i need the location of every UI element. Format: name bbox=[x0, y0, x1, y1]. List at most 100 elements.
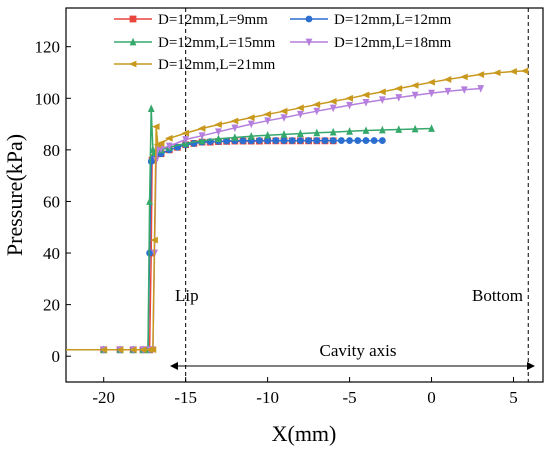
data-point bbox=[345, 94, 353, 102]
data-point bbox=[230, 117, 239, 125]
cavity-axis-arrow bbox=[170, 362, 535, 370]
data-point bbox=[115, 346, 124, 354]
x-tick-label: -20 bbox=[92, 388, 115, 407]
legend-marker bbox=[129, 37, 137, 46]
y-tick-label: 80 bbox=[43, 141, 60, 160]
series-line bbox=[66, 87, 481, 351]
data-point bbox=[247, 131, 255, 140]
data-point bbox=[280, 114, 288, 122]
data-point bbox=[378, 137, 386, 144]
legend-label: D=12mm,L=12mm bbox=[334, 12, 452, 28]
plot-frame bbox=[65, 7, 544, 383]
cavity-axis-arrowhead-right bbox=[527, 362, 535, 370]
data-point bbox=[460, 73, 468, 81]
data-point bbox=[279, 107, 288, 115]
series-line bbox=[66, 140, 334, 351]
axis-ticks: -20 -15 -10 -5 0 5 0 20 40 60 80 100 120 bbox=[35, 38, 518, 407]
data-point bbox=[215, 128, 222, 137]
data-point bbox=[361, 91, 370, 99]
data-point bbox=[509, 68, 517, 75]
data-point bbox=[264, 117, 272, 125]
data-point bbox=[337, 137, 345, 144]
data-point bbox=[321, 137, 329, 144]
annotation-bottom: Bottom bbox=[472, 286, 523, 305]
data-point bbox=[313, 107, 321, 116]
data-point bbox=[297, 137, 304, 144]
data-point bbox=[460, 86, 468, 94]
data-point bbox=[362, 126, 370, 134]
annotation-cavity-axis: Cavity axis bbox=[320, 341, 397, 360]
y-tick-label: 120 bbox=[35, 38, 61, 57]
data-point bbox=[329, 104, 337, 113]
x-axis-title: X(mm) bbox=[272, 421, 337, 446]
data-point bbox=[313, 137, 321, 144]
data-point bbox=[328, 97, 337, 105]
legend-marker bbox=[305, 38, 313, 47]
data-point bbox=[362, 99, 370, 107]
data-point bbox=[148, 346, 157, 354]
data-point bbox=[346, 101, 353, 110]
y-tick-label: 20 bbox=[43, 296, 60, 315]
data-point bbox=[239, 137, 247, 145]
data-point bbox=[296, 104, 304, 112]
data-point bbox=[165, 134, 173, 142]
data-point bbox=[264, 137, 272, 144]
series-line bbox=[66, 70, 526, 351]
data-point bbox=[181, 129, 190, 137]
data-point bbox=[151, 123, 160, 131]
legend-marker bbox=[305, 15, 313, 23]
data-point bbox=[272, 137, 280, 144]
data-point bbox=[214, 121, 222, 128]
data-point bbox=[264, 130, 272, 139]
legend-item: D=12mm,L=12mm bbox=[290, 12, 452, 28]
legend-marker bbox=[128, 60, 137, 68]
legend-item: D=12mm,L=15mm bbox=[114, 35, 276, 51]
data-point bbox=[280, 137, 288, 144]
data-point bbox=[165, 142, 173, 151]
series-2 bbox=[66, 137, 386, 354]
legend-label: D=12mm,L=21mm bbox=[158, 57, 276, 73]
data-point bbox=[362, 137, 370, 144]
data-point bbox=[428, 124, 435, 132]
data-point bbox=[231, 124, 239, 133]
x-tick-label: -15 bbox=[174, 388, 197, 407]
data-point bbox=[346, 137, 353, 144]
data-point bbox=[395, 125, 403, 133]
data-point bbox=[198, 136, 206, 145]
data-point bbox=[354, 137, 362, 144]
data-point bbox=[198, 132, 206, 140]
y-axis-title: Pressure(kPa) bbox=[2, 134, 27, 256]
legend-item: D=12mm,L=18mm bbox=[290, 35, 452, 51]
data-point bbox=[215, 134, 222, 143]
data-point bbox=[313, 128, 321, 137]
y-tick-label: 0 bbox=[52, 347, 61, 366]
data-point bbox=[197, 125, 206, 132]
data-point bbox=[394, 85, 403, 92]
series-4 bbox=[66, 85, 485, 354]
data-point bbox=[150, 236, 158, 244]
cavity-axis-arrowhead-left bbox=[170, 362, 178, 370]
data-point bbox=[395, 94, 403, 102]
data-point bbox=[138, 346, 147, 354]
data-point bbox=[428, 89, 435, 98]
data-point bbox=[370, 137, 378, 144]
x-tick-label: 5 bbox=[509, 388, 518, 407]
data-point bbox=[378, 88, 386, 96]
data-point bbox=[477, 85, 485, 93]
data-point bbox=[427, 78, 435, 86]
series-5 bbox=[66, 67, 529, 354]
data-point bbox=[297, 110, 304, 119]
data-point bbox=[476, 71, 485, 78]
y-tick-label: 60 bbox=[43, 192, 60, 211]
legend: D=12mm,L=9mm D=12mm,L=12mm D=12mm,L=15mm D=… bbox=[114, 12, 452, 73]
data-point bbox=[378, 125, 386, 134]
series-layer bbox=[66, 67, 529, 354]
legend-item: D=12mm,L=21mm bbox=[114, 57, 276, 73]
y-tick-label: 100 bbox=[35, 89, 61, 108]
data-point bbox=[147, 104, 155, 112]
data-point bbox=[263, 110, 272, 118]
data-point bbox=[247, 114, 255, 122]
data-point bbox=[329, 127, 337, 136]
reference-lines bbox=[185, 8, 529, 382]
data-point bbox=[146, 197, 153, 205]
